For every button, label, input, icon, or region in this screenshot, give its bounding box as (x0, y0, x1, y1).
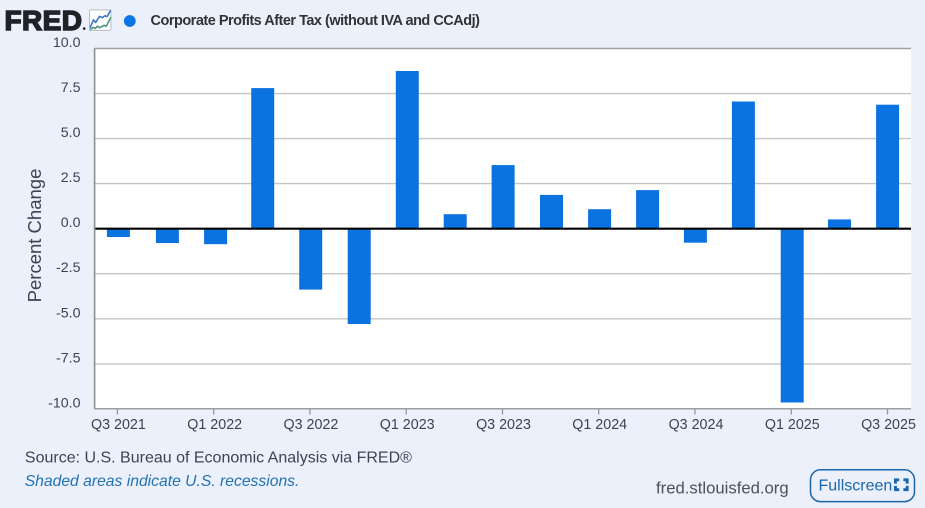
svg-text:FRED: FRED (5, 5, 83, 36)
svg-text:2.5: 2.5 (61, 170, 81, 186)
svg-text:Fullscreen: Fullscreen (819, 477, 893, 494)
svg-text:-2.5: -2.5 (56, 260, 81, 276)
svg-text:Q1 2025: Q1 2025 (765, 417, 820, 433)
svg-text:fred.stlouisfed.org: fred.stlouisfed.org (656, 479, 789, 498)
svg-text:7.5: 7.5 (61, 80, 81, 96)
svg-text:Source: U.S. Bureau of Economi: Source: U.S. Bureau of Economic Analysis… (25, 450, 412, 467)
svg-text:-7.5: -7.5 (56, 350, 81, 366)
svg-text:Q3 2023: Q3 2023 (476, 417, 531, 433)
svg-text:10.0: 10.0 (53, 35, 81, 51)
svg-text:Q3 2021: Q3 2021 (91, 417, 146, 433)
svg-text:Q3 2022: Q3 2022 (283, 417, 338, 433)
svg-text:Q1 2024: Q1 2024 (572, 417, 627, 433)
svg-text:Percent Change: Percent Change (24, 169, 45, 303)
svg-text:5.0: 5.0 (61, 125, 81, 141)
svg-text:Q1 2022: Q1 2022 (187, 417, 242, 433)
svg-text:Q3 2024: Q3 2024 (669, 417, 724, 433)
svg-text:Corporate Profits After Tax (w: Corporate Profits After Tax (without IVA… (151, 13, 481, 29)
svg-text:-10.0: -10.0 (48, 395, 80, 411)
svg-text:Q1 2023: Q1 2023 (380, 417, 435, 433)
svg-text:0.0: 0.0 (61, 215, 81, 231)
svg-text:Shaded areas indicate U.S. rec: Shaded areas indicate U.S. recessions. (25, 473, 300, 490)
svg-text:Q3 2025: Q3 2025 (861, 417, 916, 433)
svg-text:-5.0: -5.0 (56, 305, 81, 321)
